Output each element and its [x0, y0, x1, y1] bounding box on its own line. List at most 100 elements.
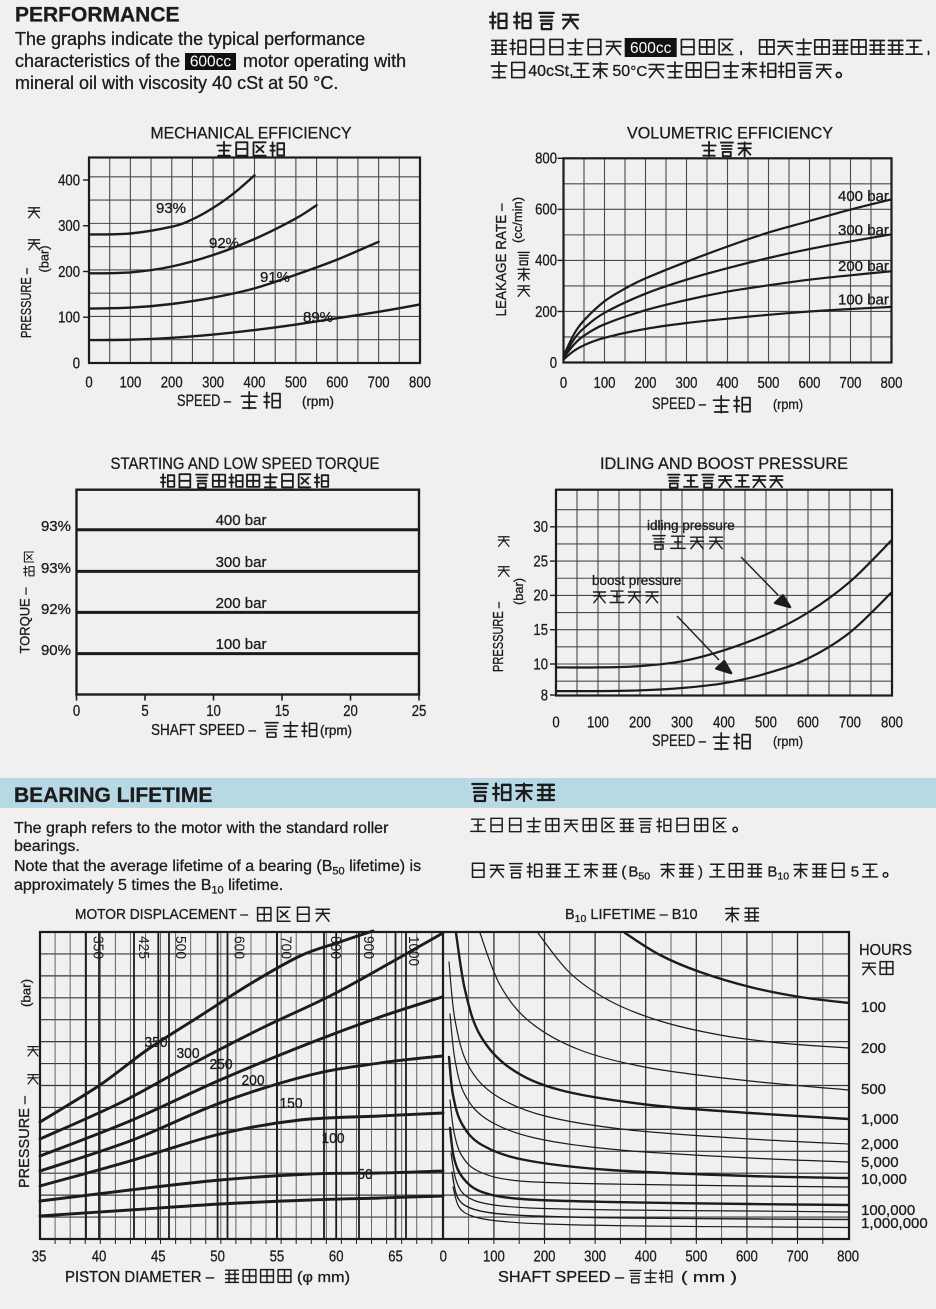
svg-text:700: 700 [278, 936, 295, 959]
svg-text:200: 200 [861, 1040, 886, 1057]
svg-text:10: 10 [206, 703, 221, 720]
svg-text:100 bar: 100 bar [838, 292, 889, 309]
svg-text:25: 25 [533, 553, 548, 570]
svg-text:(bar): (bar) [37, 246, 52, 273]
svg-text:°C: °C [630, 63, 647, 80]
svg-text:200 bar: 200 bar [838, 258, 889, 275]
svg-text:300: 300 [58, 218, 80, 235]
svg-text:45: 45 [151, 1249, 166, 1266]
svg-text:boost pressure: boost pressure [592, 573, 681, 588]
svg-text:HOURS: HOURS [859, 942, 912, 959]
svg-text:150: 150 [279, 1095, 302, 1112]
svg-text:( mm ): ( mm ) [681, 1269, 737, 1286]
svg-text:(rpm): (rpm) [302, 393, 334, 409]
svg-text:TORQUE –: TORQUE – [17, 587, 33, 653]
svg-text:SHAFT SPEED –: SHAFT SPEED – [151, 722, 256, 739]
svg-text:500: 500 [755, 715, 777, 732]
svg-text:Note that the average lifetime: Note that the average lifetime of a bear… [14, 858, 421, 878]
svg-text:300: 300 [176, 1045, 199, 1062]
svg-text:92%: 92% [209, 235, 239, 252]
svg-text:15: 15 [275, 703, 290, 720]
svg-text:65: 65 [388, 1249, 403, 1266]
svg-text:500: 500 [172, 936, 189, 959]
svg-text:MECHANICAL EFFICIENCY: MECHANICAL EFFICIENCY [151, 124, 352, 143]
svg-text:25: 25 [412, 703, 427, 720]
svg-text:B10: B10 [767, 864, 789, 883]
svg-text:B10 LIFETIME – B10: B10 LIFETIME – B10 [565, 907, 698, 925]
svg-text:2,000: 2,000 [861, 1136, 899, 1153]
svg-text:100: 100 [587, 715, 609, 732]
svg-text:30: 30 [533, 519, 548, 536]
svg-text:8: 8 [541, 687, 548, 704]
svg-text:200: 200 [535, 304, 557, 321]
svg-text:93%: 93% [41, 518, 71, 535]
svg-text:500: 500 [285, 375, 307, 392]
svg-text:(rpm): (rpm) [773, 396, 803, 412]
svg-text:600cc: 600cc [630, 40, 672, 57]
svg-text:100: 100 [58, 310, 80, 327]
svg-text:The graph refers to the motor: The graph refers to the motor with the s… [14, 820, 389, 837]
svg-text:idling pressure: idling pressure [647, 518, 735, 533]
svg-text:(bar): (bar) [19, 979, 34, 1007]
svg-text:400: 400 [635, 1249, 657, 1266]
svg-text:mineral oil with viscosity 40: mineral oil with viscosity 40 cSt at 50 … [15, 73, 338, 93]
svg-text:600: 600 [797, 715, 819, 732]
svg-text:1,000: 1,000 [861, 1111, 899, 1128]
svg-text:600: 600 [326, 375, 348, 392]
svg-text:0: 0 [85, 375, 92, 392]
svg-text:200: 200 [241, 1072, 264, 1089]
svg-text:89%: 89% [303, 309, 333, 326]
svg-text:approximately 5 times the B10: approximately 5 times the B10 lifetime. [14, 877, 283, 897]
svg-text:600: 600 [736, 1249, 758, 1266]
svg-text:300 bar: 300 bar [838, 222, 889, 239]
svg-text:50: 50 [357, 1166, 372, 1183]
svg-text:500: 500 [758, 375, 780, 392]
svg-text:PRESSURE –: PRESSURE – [18, 268, 35, 338]
svg-text:200: 200 [161, 375, 183, 392]
svg-text:motor operating with: motor operating with [243, 51, 406, 71]
svg-text:350: 350 [144, 1034, 167, 1051]
svg-text:500: 500 [861, 1081, 886, 1098]
svg-text:425: 425 [135, 936, 152, 959]
svg-text:700: 700 [839, 715, 861, 732]
svg-text:0: 0 [73, 355, 80, 372]
svg-text:5: 5 [851, 864, 859, 881]
svg-text:600: 600 [799, 375, 821, 392]
svg-text:400: 400 [717, 375, 739, 392]
svg-text:VOLUMETRIC EFFICIENCY: VOLUMETRIC EFFICIENCY [627, 124, 833, 143]
svg-text:characteristics of the: characteristics of the [15, 51, 180, 71]
svg-text:400: 400 [58, 172, 80, 189]
svg-text:300 bar: 300 bar [216, 554, 267, 571]
svg-text:90%: 90% [41, 642, 71, 659]
svg-text:0: 0 [73, 703, 80, 720]
svg-text:400 bar: 400 bar [838, 188, 889, 205]
svg-text:500: 500 [685, 1249, 707, 1266]
svg-text:100: 100 [861, 999, 886, 1016]
svg-text:400: 400 [244, 375, 266, 392]
svg-text:800: 800 [837, 1249, 859, 1266]
svg-text:600: 600 [231, 936, 248, 959]
svg-text:800: 800 [409, 375, 431, 392]
svg-text:(rpm): (rpm) [320, 722, 352, 738]
svg-text:92%: 92% [41, 601, 71, 618]
svg-text:(rpm): (rpm) [773, 733, 803, 749]
svg-text:300: 300 [584, 1249, 606, 1266]
svg-text:0: 0 [550, 355, 557, 372]
svg-text:10,000: 10,000 [861, 1171, 907, 1188]
svg-text:40: 40 [92, 1249, 107, 1266]
svg-text:SHAFT SPEED –: SHAFT SPEED – [498, 1269, 624, 1286]
svg-text:100: 100 [483, 1249, 505, 1266]
svg-text:(bar): (bar) [511, 578, 526, 605]
svg-text:100,000: 100,000 [861, 1202, 915, 1219]
svg-text:700: 700 [787, 1249, 809, 1266]
svg-text:200: 200 [629, 715, 651, 732]
svg-text:900: 900 [360, 936, 377, 959]
svg-text:0: 0 [560, 375, 567, 392]
svg-text:bearings.: bearings. [14, 838, 80, 855]
svg-text:5: 5 [141, 703, 148, 720]
svg-text:SPEED –: SPEED – [652, 732, 707, 750]
svg-text:35: 35 [32, 1249, 47, 1266]
svg-text:PRESSURE –: PRESSURE – [490, 602, 507, 672]
svg-text:600cc: 600cc [190, 54, 232, 71]
svg-text:10: 10 [533, 656, 548, 673]
